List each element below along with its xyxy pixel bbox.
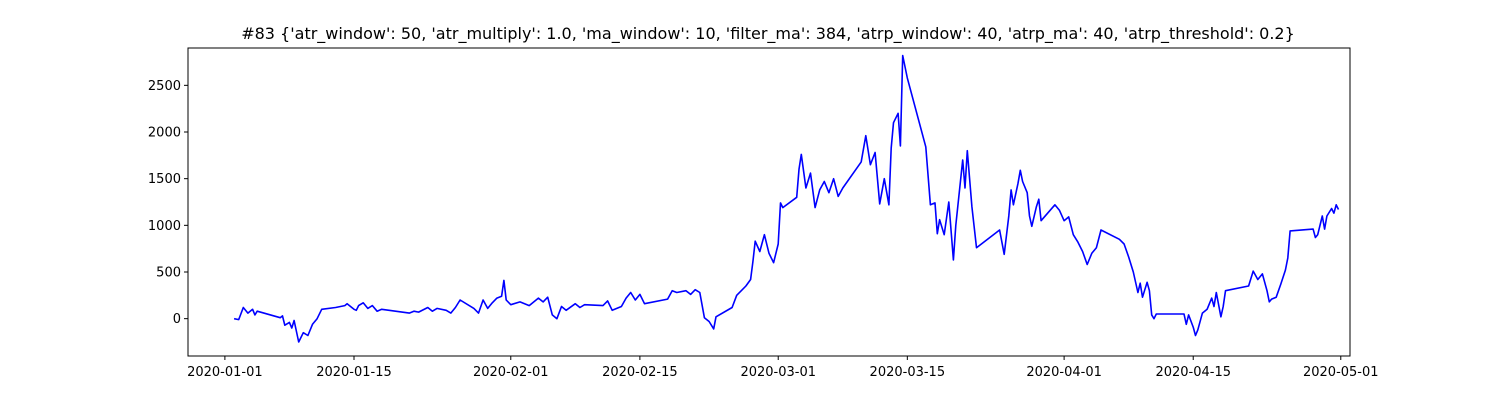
y-tick-label: 2000: [148, 126, 181, 141]
x-tick-label: 2020-04-01: [1026, 365, 1102, 380]
x-tick-label: 2020-02-01: [473, 365, 549, 380]
y-tick-label: 2500: [148, 79, 181, 94]
axes-frame: [187, 47, 1351, 357]
y-tick-label: 0: [173, 312, 181, 327]
x-tick-label: 2020-03-15: [870, 365, 946, 380]
x-tick-label: 2020-01-15: [316, 365, 392, 380]
x-tick-label: 2020-05-01: [1303, 365, 1379, 380]
series-line-0: [233, 54, 1340, 343]
x-tick-label: 2020-01-01: [187, 365, 263, 380]
y-tick-label: 500: [156, 266, 181, 281]
x-tick-label: 2020-04-15: [1155, 365, 1231, 380]
y-tick-label: 1500: [148, 172, 181, 187]
x-tick-label: 2020-03-01: [740, 365, 816, 380]
plot-area: 2020-01-01 2020-01-15 2020-02-01 2020-02-15…: [148, 47, 1379, 380]
chart-title: #83 {'atr_window': 50, 'atr_multiply': 1…: [241, 24, 1295, 44]
x-tick-label: 2020-02-15: [602, 365, 678, 380]
y-tick-label: 1000: [148, 219, 181, 234]
